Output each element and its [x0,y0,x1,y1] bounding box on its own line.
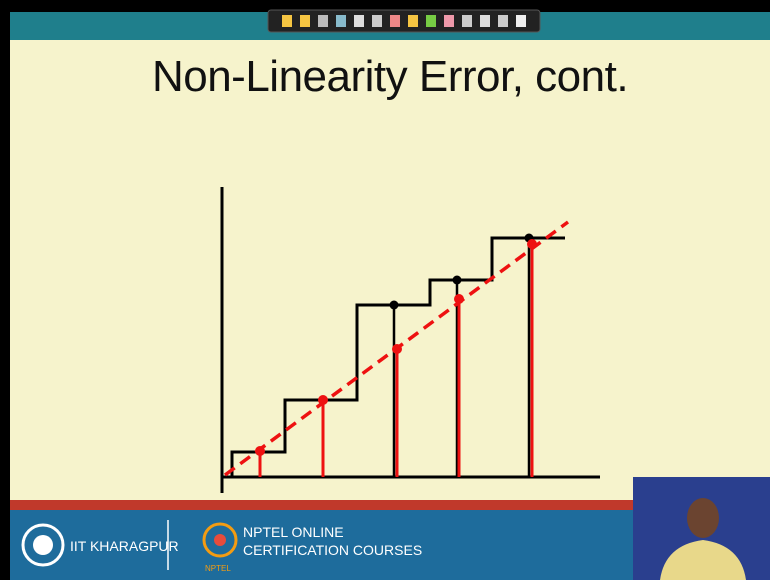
red-dots [255,239,537,456]
footer-strip [10,500,770,510]
presenter [660,498,746,580]
black-verticals [392,238,531,477]
iit-logo [21,523,65,567]
staircase [230,236,565,477]
slide-area [10,40,770,500]
program-line1: NPTEL ONLINE [243,524,344,540]
nptel-logo [202,522,238,558]
toolbar-icons [282,15,526,27]
slide-title: Non-Linearity Error, cont. [151,52,629,101]
logo-caption: NPTEL [205,564,231,573]
institute-name: IIT KHARAGPUR [70,538,179,554]
diagram [220,187,600,493]
program-line2: CERTIFICATION COURSES [243,542,423,558]
